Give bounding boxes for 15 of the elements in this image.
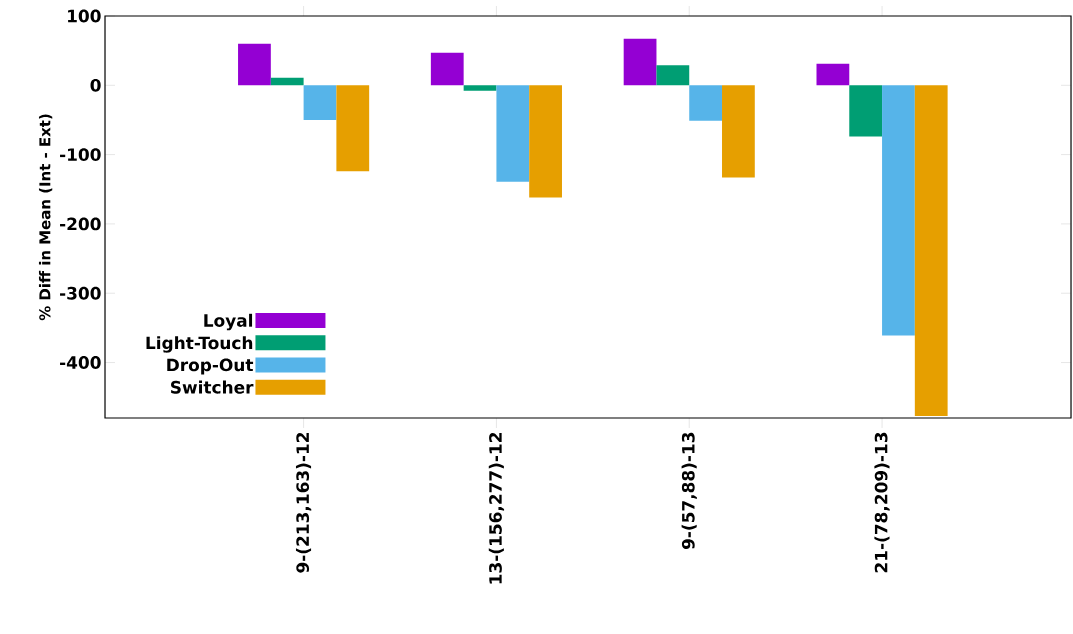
legend-label: Switcher [171, 380, 254, 394]
x-tick-label: 13-(156,277)-12 [488, 432, 505, 584]
y-tick-label: -400 [60, 356, 101, 369]
y-tick-label: 100 [68, 9, 101, 23]
legend-label: Loyal [204, 313, 253, 331]
legend-label: Light-Touch [146, 336, 253, 353]
x-tick-label: 9-(57,88)-13 [681, 432, 697, 550]
legend-label: Drop-Out [167, 358, 254, 375]
y-tick-label: 0 [90, 78, 101, 92]
x-tick-label: 9-(213,163)-12 [295, 432, 312, 573]
y-tick-label: -200 [60, 217, 101, 231]
x-tick-label: 21-(78,209)-13 [874, 432, 890, 573]
y-axis-title: % Diff in Mean (Int - Ext) [38, 114, 53, 321]
y-tick-label: -100 [60, 148, 101, 162]
y-tick-label: -300 [60, 286, 101, 300]
